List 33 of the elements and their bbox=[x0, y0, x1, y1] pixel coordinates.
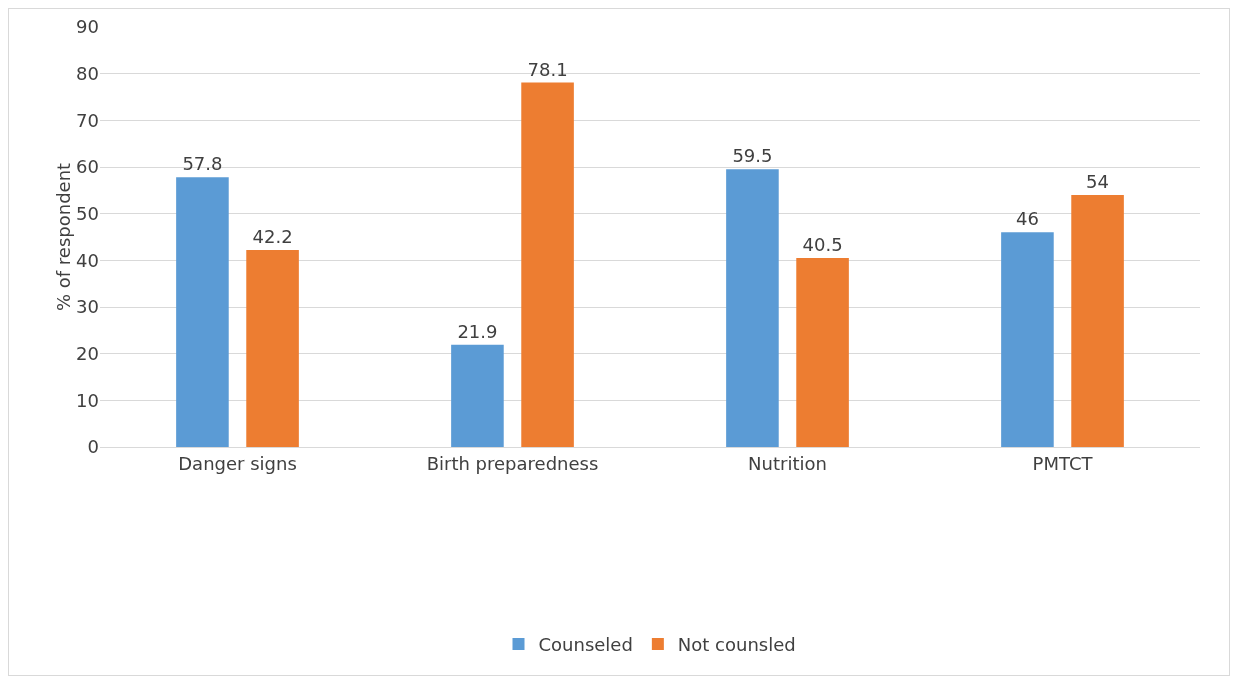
y-tick-label: 50 bbox=[76, 202, 99, 224]
bar bbox=[796, 258, 849, 447]
y-tick-label: 20 bbox=[76, 342, 99, 364]
data-label: 40.5 bbox=[802, 234, 843, 255]
y-tick-label: 90 bbox=[76, 16, 99, 38]
y-tick-label: 30 bbox=[76, 296, 99, 318]
bar bbox=[1001, 232, 1054, 447]
data-label: 59.5 bbox=[732, 145, 773, 167]
y-tick-label: 40 bbox=[76, 249, 99, 271]
data-label: 54 bbox=[1086, 171, 1110, 192]
bar bbox=[1071, 195, 1124, 447]
data-label: 78.1 bbox=[527, 58, 568, 80]
x-tick-label: Nutrition bbox=[748, 452, 827, 474]
bar bbox=[176, 177, 229, 447]
bar bbox=[246, 250, 299, 447]
legend-label: Counseled bbox=[538, 634, 633, 656]
legend-label: Not counsled bbox=[677, 634, 796, 656]
data-label: 57.8 bbox=[182, 153, 223, 175]
x-tick-label: Danger signs bbox=[178, 452, 297, 474]
y-tick-label: 70 bbox=[76, 109, 99, 131]
y-tick-label: 0 bbox=[87, 436, 99, 458]
bar bbox=[451, 344, 504, 447]
data-label: 42.2 bbox=[252, 226, 293, 248]
bar bbox=[726, 169, 779, 447]
y-tick-label: 60 bbox=[76, 156, 99, 178]
data-label: 21.9 bbox=[457, 320, 498, 342]
x-tick-label: Birth preparedness bbox=[426, 452, 599, 474]
y-tick-label: 80 bbox=[76, 62, 99, 84]
y-tick-label: 10 bbox=[76, 389, 99, 411]
bar bbox=[521, 82, 574, 447]
y-axis-title: % of respondent bbox=[53, 162, 75, 312]
data-label: 46 bbox=[1015, 208, 1039, 230]
x-tick-label: PMTCT bbox=[1032, 452, 1094, 474]
